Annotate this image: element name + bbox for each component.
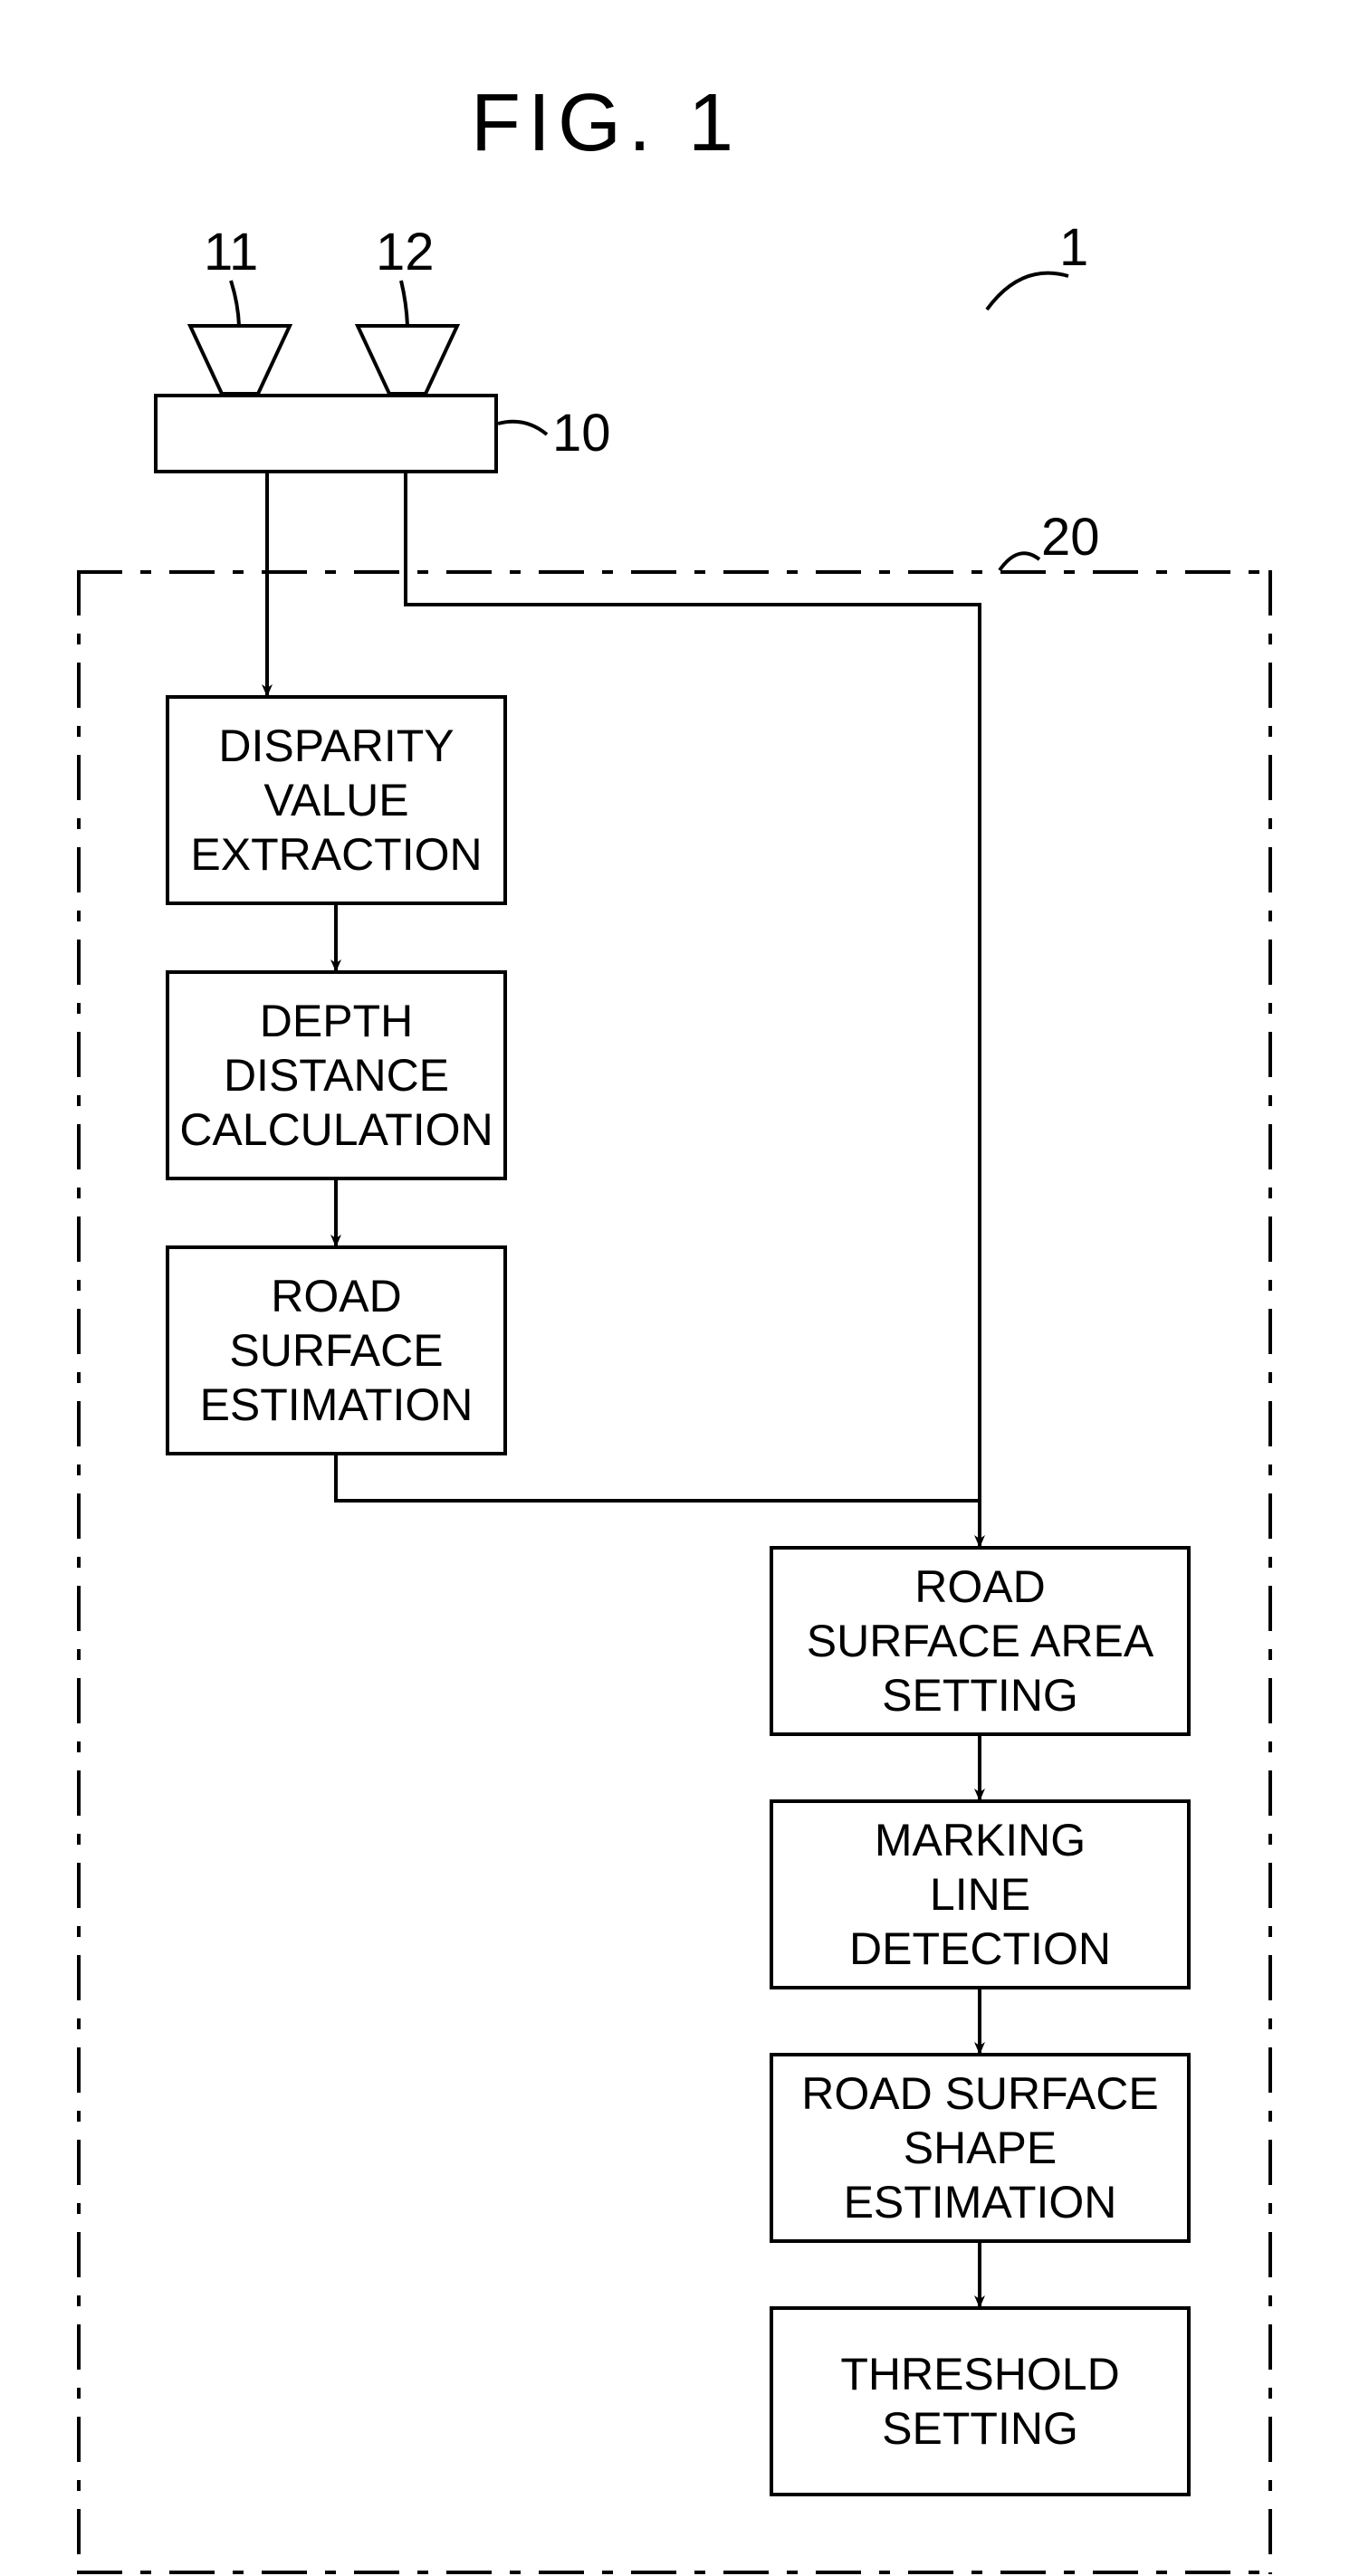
block-shape-estimation: ROAD SURFACESHAPEESTIMATION bbox=[770, 2053, 1191, 2243]
block-area-setting: ROADSURFACE AREASETTING bbox=[770, 1546, 1191, 1736]
block-area-setting-label: ROADSURFACE AREASETTING bbox=[807, 1560, 1153, 1722]
block-threshold-label: THRESHOLDSETTING bbox=[840, 2347, 1119, 2456]
leader-1 bbox=[987, 273, 1068, 310]
camera-lens-right bbox=[358, 326, 457, 394]
arrow-road-to-area bbox=[336, 1455, 980, 1501]
block-road-estimation: ROADSURFACEESTIMATION bbox=[166, 1245, 507, 1455]
block-marking-label: MARKINGLINEDETECTION bbox=[849, 1813, 1111, 1976]
block-threshold: THRESHOLDSETTING bbox=[770, 2306, 1191, 2496]
block-marking: MARKINGLINEDETECTION bbox=[770, 1799, 1191, 1989]
diagram-canvas: FIG. 1 11 12 1 10 20 bbox=[0, 0, 1359, 2504]
block-depth: DEPTHDISTANCECALCULATION bbox=[166, 970, 507, 1180]
leader-12 bbox=[401, 281, 407, 326]
camera-lens-left bbox=[190, 326, 290, 394]
leader-20 bbox=[1000, 553, 1039, 570]
block-disparity-label: DISPARITYVALUEEXTRACTION bbox=[190, 719, 482, 882]
block-road-estimation-label: ROADSURFACEESTIMATION bbox=[200, 1269, 474, 1432]
leader-10 bbox=[498, 422, 547, 434]
block-depth-label: DEPTHDISTANCECALCULATION bbox=[179, 994, 493, 1157]
block-shape-estimation-label: ROAD SURFACESHAPEESTIMATION bbox=[801, 2066, 1159, 2229]
block-disparity: DISPARITYVALUEEXTRACTION bbox=[166, 695, 507, 905]
leader-11 bbox=[231, 281, 239, 326]
